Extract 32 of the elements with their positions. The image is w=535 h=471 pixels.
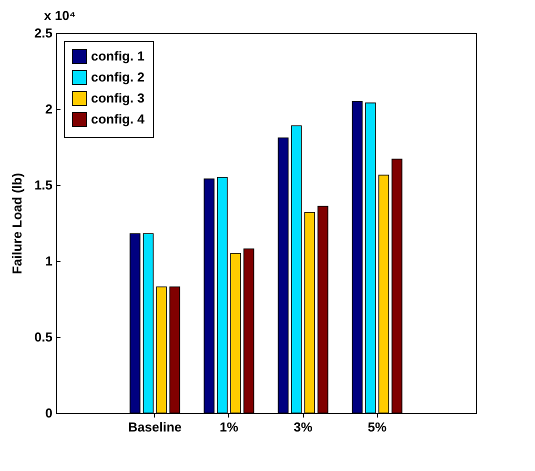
y-tick-label: 0.5 xyxy=(34,330,52,344)
bar xyxy=(365,102,376,414)
bar xyxy=(243,248,254,414)
bar xyxy=(169,286,180,414)
bar xyxy=(392,158,402,414)
x-tick-label: 3% xyxy=(294,420,313,434)
bar xyxy=(130,233,140,414)
bar xyxy=(204,178,214,414)
legend-label: config. 2 xyxy=(91,70,144,84)
bar xyxy=(216,177,228,414)
legend-label: config. 3 xyxy=(91,90,144,106)
bar xyxy=(230,253,241,414)
bar xyxy=(142,233,154,414)
bar xyxy=(278,137,289,414)
bar xyxy=(304,212,316,414)
bar xyxy=(352,101,363,414)
y-tick-label: 2.5 xyxy=(34,26,52,40)
legend-label: config. 1 xyxy=(91,48,144,64)
legend-label: config. 4 xyxy=(91,112,146,126)
text: x 10⁴ xyxy=(44,8,76,23)
bar xyxy=(378,174,390,414)
bar xyxy=(156,286,167,414)
y-tick-label: 2 xyxy=(45,102,52,116)
bar xyxy=(318,206,328,414)
y-tick-label: 1 xyxy=(45,254,52,268)
x-tick-label: 5% xyxy=(368,420,387,434)
bar xyxy=(291,125,302,414)
y-tick-label: 1.5 xyxy=(34,178,52,192)
x-tick-label: Baseline xyxy=(128,420,182,434)
x-tick-label: 1% xyxy=(220,420,239,434)
y-tick-label: 0 xyxy=(45,406,52,420)
y-axis-title: Failure Load (lb) xyxy=(9,172,24,274)
